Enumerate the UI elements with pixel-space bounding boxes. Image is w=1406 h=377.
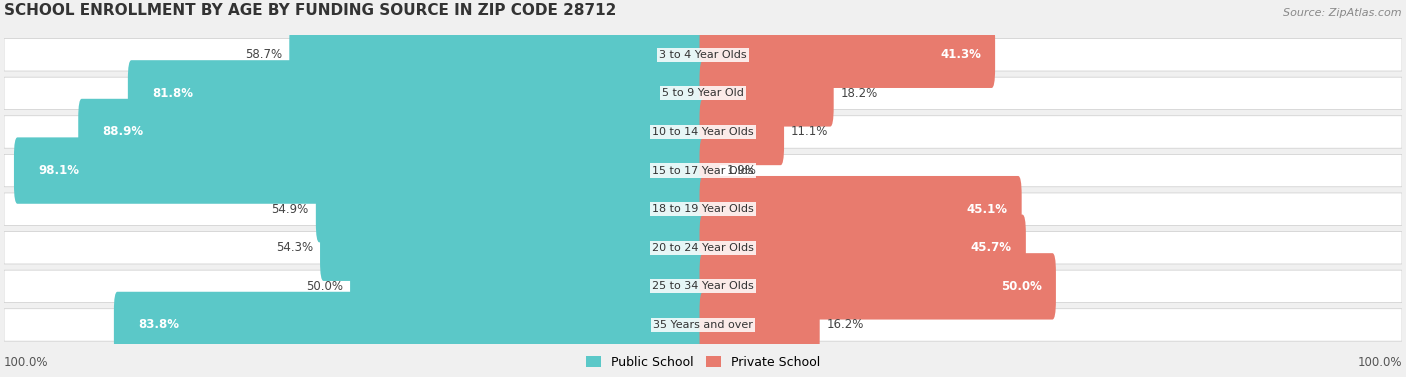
Text: 25 to 34 Year Olds: 25 to 34 Year Olds [652,281,754,291]
Text: 11.1%: 11.1% [792,126,828,138]
FancyBboxPatch shape [4,116,1402,148]
FancyBboxPatch shape [4,231,1402,264]
Text: 5 to 9 Year Old: 5 to 9 Year Old [662,88,744,98]
Text: 54.3%: 54.3% [276,241,314,254]
FancyBboxPatch shape [700,292,820,358]
FancyBboxPatch shape [321,215,706,281]
Text: 98.1%: 98.1% [38,164,79,177]
Text: 18 to 19 Year Olds: 18 to 19 Year Olds [652,204,754,214]
FancyBboxPatch shape [316,176,706,242]
Text: 81.8%: 81.8% [152,87,193,100]
FancyBboxPatch shape [4,77,1402,110]
FancyBboxPatch shape [128,60,706,127]
Text: 3 to 4 Year Olds: 3 to 4 Year Olds [659,50,747,60]
FancyBboxPatch shape [700,21,995,88]
FancyBboxPatch shape [79,99,706,165]
FancyBboxPatch shape [700,99,785,165]
Text: 35 Years and over: 35 Years and over [652,320,754,330]
FancyBboxPatch shape [700,215,1026,281]
FancyBboxPatch shape [4,309,1402,341]
FancyBboxPatch shape [4,154,1402,187]
FancyBboxPatch shape [290,21,706,88]
FancyBboxPatch shape [4,38,1402,71]
Text: 50.0%: 50.0% [1001,280,1042,293]
Text: 45.1%: 45.1% [967,203,1008,216]
Text: 15 to 17 Year Olds: 15 to 17 Year Olds [652,166,754,176]
Text: Source: ZipAtlas.com: Source: ZipAtlas.com [1284,8,1402,18]
FancyBboxPatch shape [700,176,1022,242]
Text: 100.0%: 100.0% [4,356,49,369]
Text: 58.7%: 58.7% [245,48,283,61]
Text: 83.8%: 83.8% [138,319,180,331]
FancyBboxPatch shape [14,137,706,204]
Text: 20 to 24 Year Olds: 20 to 24 Year Olds [652,243,754,253]
Text: 100.0%: 100.0% [1357,356,1402,369]
FancyBboxPatch shape [700,253,1056,320]
Text: 88.9%: 88.9% [103,126,143,138]
Text: 1.9%: 1.9% [727,164,756,177]
Text: 16.2%: 16.2% [827,319,865,331]
Text: 45.7%: 45.7% [972,241,1012,254]
FancyBboxPatch shape [350,253,706,320]
Text: 41.3%: 41.3% [941,48,981,61]
Text: 50.0%: 50.0% [307,280,343,293]
FancyBboxPatch shape [700,60,834,127]
FancyBboxPatch shape [114,292,706,358]
Text: SCHOOL ENROLLMENT BY AGE BY FUNDING SOURCE IN ZIP CODE 28712: SCHOOL ENROLLMENT BY AGE BY FUNDING SOUR… [4,3,617,18]
Text: 18.2%: 18.2% [841,87,877,100]
FancyBboxPatch shape [4,193,1402,225]
Text: 54.9%: 54.9% [271,203,309,216]
Legend: Public School, Private School: Public School, Private School [579,349,827,375]
Text: 10 to 14 Year Olds: 10 to 14 Year Olds [652,127,754,137]
FancyBboxPatch shape [700,137,720,204]
FancyBboxPatch shape [4,270,1402,303]
